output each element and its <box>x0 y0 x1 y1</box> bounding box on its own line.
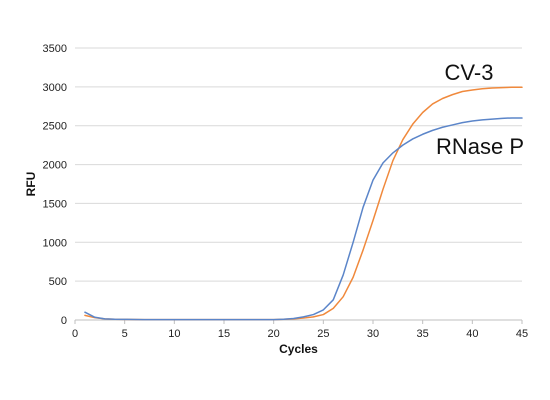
x-tick-label: 5 <box>122 328 128 340</box>
y-tick-label: 0 <box>61 315 67 327</box>
axes: 0 500 1000 1500 2000 2500 3000 3500 0 5 10 15 20 25 30… <box>43 43 529 340</box>
y-tick-label: 3000 <box>43 82 67 94</box>
y-tick-label: 2000 <box>43 160 67 172</box>
series-label: RNase P <box>436 134 524 159</box>
y-tick-label: 500 <box>49 276 67 288</box>
y-tick-label: 1000 <box>43 237 67 249</box>
x-tick-label: 20 <box>268 328 280 340</box>
x-tick-label: 25 <box>317 328 329 340</box>
x-tick-label: 45 <box>516 328 528 340</box>
x-tick-label: 15 <box>218 328 230 340</box>
y-axis-title: RFU <box>24 172 38 197</box>
y-tick-label: 2500 <box>43 121 67 133</box>
gridlines <box>75 47 522 321</box>
x-tick-label: 35 <box>417 328 429 340</box>
y-tick-label: 3500 <box>43 43 67 55</box>
x-tick-label: 0 <box>72 328 78 340</box>
labels: Cycles RFU CV-3 RNase P <box>24 60 524 356</box>
series-lines <box>84 86 523 321</box>
x-tick-label: 40 <box>466 328 478 340</box>
x-tick-label: 30 <box>367 328 379 340</box>
y-tick-label: 1500 <box>43 198 67 210</box>
x-tick-label: 10 <box>168 328 180 340</box>
series-label: CV-3 <box>445 60 494 85</box>
series-line-rnase-p <box>84 117 523 321</box>
x-axis-title: Cycles <box>279 342 318 356</box>
